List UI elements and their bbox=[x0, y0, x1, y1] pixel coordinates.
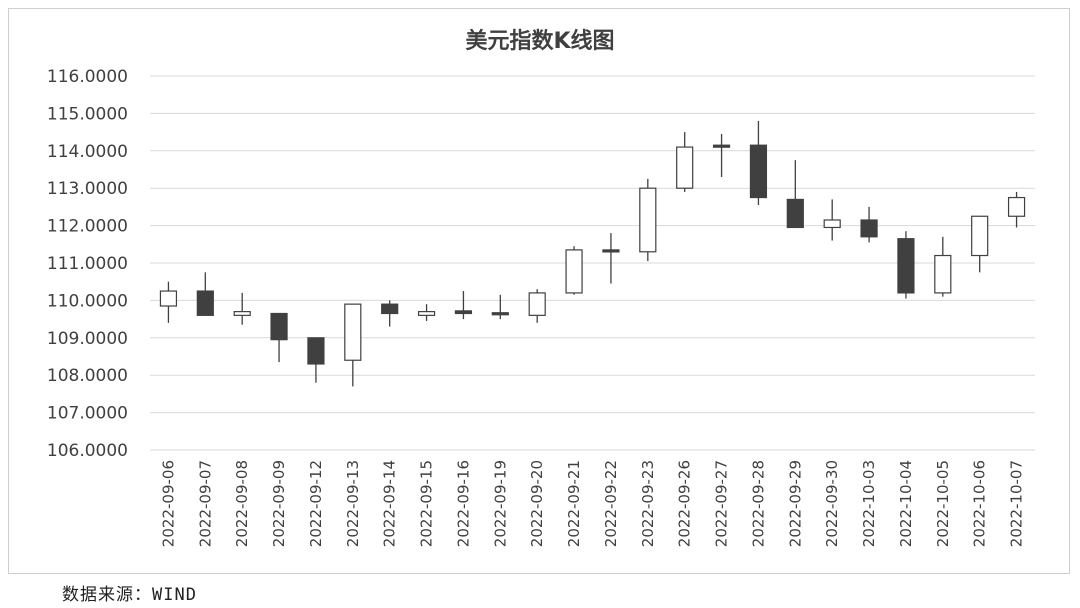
candle-body-down bbox=[307, 337, 325, 365]
candle-body-down bbox=[270, 312, 288, 341]
x-tick-label: 2022-09-28 bbox=[749, 460, 767, 547]
candle-body-down bbox=[454, 310, 473, 315]
x-tick-label: 2022-09-13 bbox=[344, 460, 362, 547]
candle bbox=[676, 132, 694, 192]
candle-body-down bbox=[712, 144, 731, 148]
candle bbox=[417, 304, 436, 321]
x-tick-label: 2022-09-21 bbox=[565, 460, 583, 547]
x-tick-label: 2022-09-08 bbox=[233, 460, 251, 547]
candle-body-up bbox=[934, 254, 952, 294]
candle-body-up bbox=[823, 219, 841, 229]
x-tick-label: 2022-10-03 bbox=[860, 460, 878, 547]
candle bbox=[344, 303, 362, 387]
chart-frame bbox=[8, 8, 1070, 574]
candle bbox=[1007, 191, 1026, 228]
x-tick-label: 2022-09-26 bbox=[676, 460, 694, 547]
y-tick-label: 113.0000 bbox=[47, 179, 128, 199]
y-tick-label: 114.0000 bbox=[47, 142, 128, 162]
gridlines bbox=[150, 75, 1035, 451]
candle-body-up bbox=[233, 311, 251, 316]
candle-body-up bbox=[159, 290, 178, 307]
candle bbox=[602, 233, 620, 284]
candle-body-up bbox=[565, 249, 583, 294]
candle-body-down bbox=[786, 198, 804, 229]
candle bbox=[159, 281, 178, 323]
candle-body-up bbox=[676, 146, 694, 189]
x-tick-label: 2022-09-30 bbox=[823, 460, 841, 547]
candle-body-up bbox=[344, 303, 362, 361]
candle bbox=[491, 294, 509, 320]
candle-body-up bbox=[639, 187, 657, 253]
x-tick-label: 2022-09-19 bbox=[491, 460, 509, 547]
candle bbox=[381, 300, 399, 327]
candle bbox=[897, 231, 915, 299]
candle bbox=[749, 120, 768, 206]
y-tick-label: 110.0000 bbox=[47, 291, 128, 311]
x-tick-label: 2022-09-20 bbox=[528, 460, 546, 547]
candle bbox=[786, 160, 804, 229]
candles bbox=[159, 120, 1026, 387]
candle bbox=[823, 199, 841, 241]
x-tick-label: 2022-09-14 bbox=[381, 460, 399, 547]
x-tick-label: 2022-09-23 bbox=[639, 460, 657, 547]
candle bbox=[712, 133, 731, 177]
candle bbox=[565, 246, 583, 295]
candle bbox=[860, 206, 878, 243]
x-tick-label: 2022-09-09 bbox=[270, 460, 288, 547]
candle-body-up bbox=[1007, 196, 1026, 217]
candle-body-down bbox=[381, 303, 399, 315]
x-tick-label: 2022-09-07 bbox=[196, 460, 214, 547]
candle bbox=[196, 272, 214, 316]
y-tick-label: 109.0000 bbox=[47, 329, 128, 349]
candle bbox=[934, 236, 952, 297]
x-tick-label: 2022-09-12 bbox=[307, 460, 325, 547]
y-tick-label: 108.0000 bbox=[47, 366, 128, 386]
candle-body-down bbox=[196, 290, 214, 316]
candle bbox=[307, 337, 325, 383]
y-tick-label: 111.0000 bbox=[47, 254, 128, 274]
x-tick-label: 2022-10-04 bbox=[897, 460, 915, 547]
y-tick-label: 112.0000 bbox=[47, 217, 128, 237]
candle bbox=[454, 291, 473, 320]
y-tick-label: 116.0000 bbox=[47, 67, 128, 87]
candle-body-up bbox=[971, 215, 989, 257]
x-tick-label: 2022-09-15 bbox=[418, 460, 436, 547]
candle-body-up bbox=[417, 311, 436, 316]
candle-body-down bbox=[749, 144, 768, 199]
candle bbox=[971, 215, 989, 273]
x-tick-label: 2022-09-16 bbox=[454, 460, 472, 547]
candle bbox=[270, 312, 288, 363]
x-tick-label: 2022-09-27 bbox=[713, 460, 731, 547]
y-tick-label: 107.0000 bbox=[47, 404, 128, 424]
candle-body-down bbox=[897, 238, 915, 294]
candle-body-up bbox=[528, 292, 546, 316]
y-tick-label: 106.0000 bbox=[47, 441, 128, 461]
y-axis-ticks: 106.0000 107.0000 108.0000 109.0000 110.0000… bbox=[47, 67, 128, 461]
x-axis-ticks: 2022-09-06 2022-09-07 2022-09-08 2022-09-09… bbox=[159, 460, 1025, 547]
x-tick-label: 2022-10-07 bbox=[1008, 460, 1026, 547]
candle-body-down bbox=[860, 219, 878, 238]
x-tick-label: 2022-09-22 bbox=[602, 460, 620, 547]
source-note: 数据来源：WIND bbox=[62, 585, 197, 605]
chart-title: 美元指数K线图 bbox=[465, 28, 614, 54]
x-tick-label: 2022-10-05 bbox=[934, 460, 952, 547]
candle bbox=[528, 289, 546, 323]
x-tick-label: 2022-10-06 bbox=[971, 460, 989, 547]
candle bbox=[233, 292, 251, 325]
candle-body-down bbox=[602, 249, 620, 253]
candle bbox=[639, 178, 657, 262]
x-tick-label: 2022-09-29 bbox=[786, 460, 804, 547]
candle-body-down bbox=[491, 312, 509, 316]
y-tick-label: 115.0000 bbox=[47, 104, 128, 124]
x-tick-label: 2022-09-06 bbox=[159, 460, 177, 547]
